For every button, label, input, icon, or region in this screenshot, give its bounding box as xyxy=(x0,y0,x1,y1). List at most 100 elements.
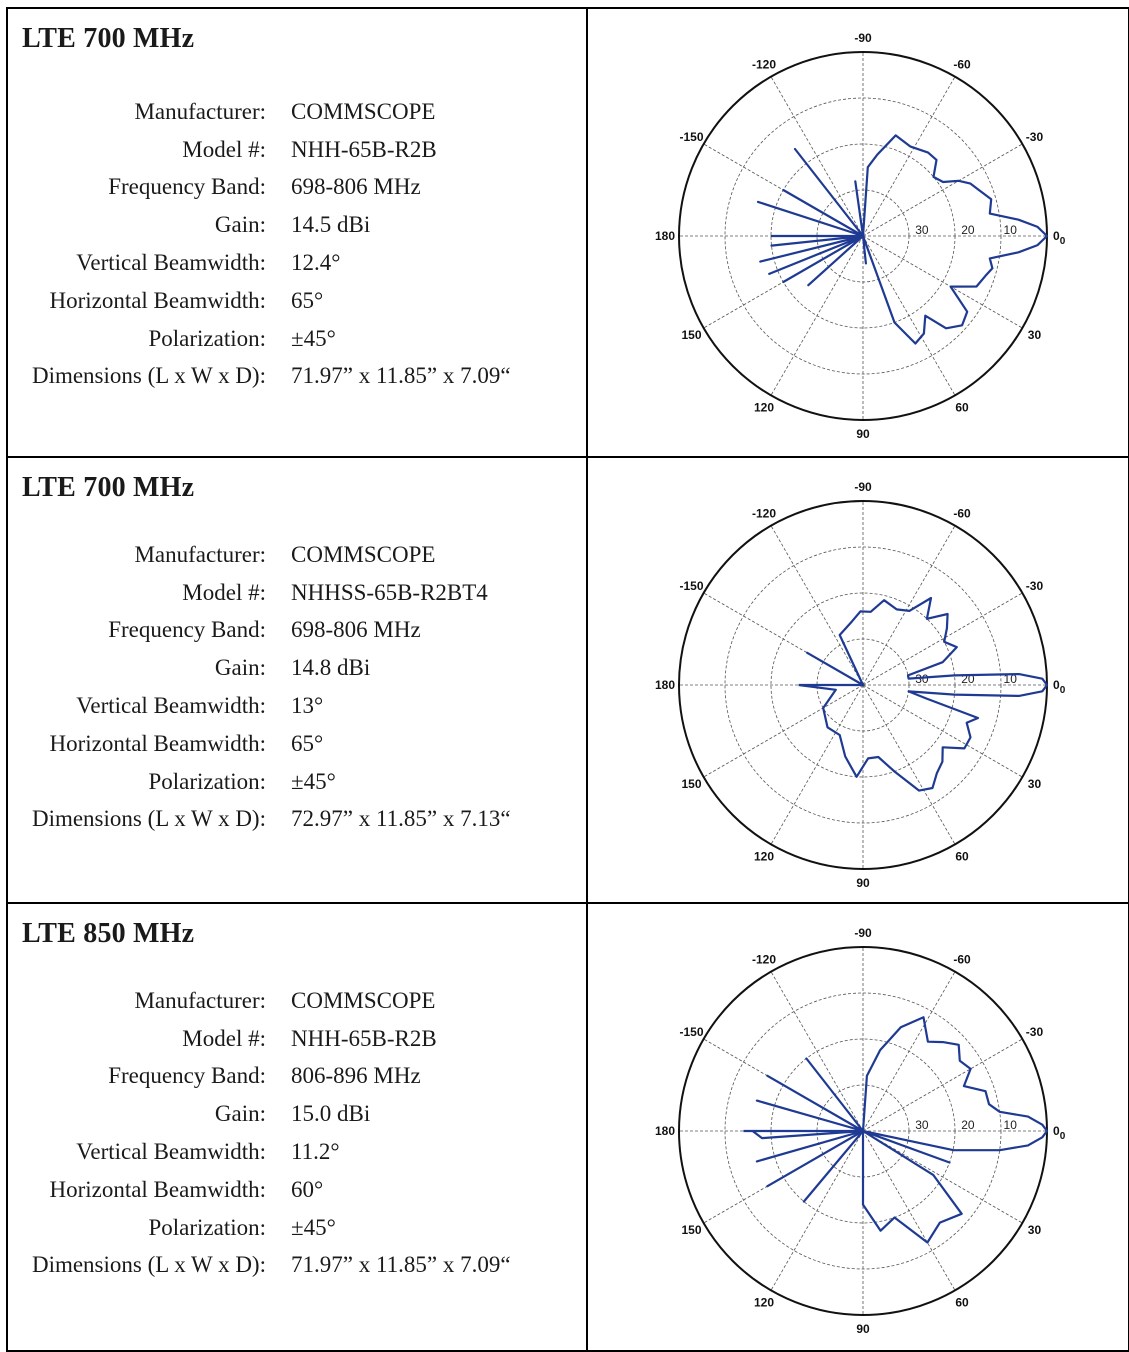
spec-value: 72.97” x 11.85” x 7.13“ xyxy=(291,806,511,832)
angle-label: -120 xyxy=(752,953,776,967)
spec-label: Gain: xyxy=(214,1101,266,1127)
grid-spoke xyxy=(862,1038,1023,1132)
angle-label: 180 xyxy=(655,229,675,243)
spec-value: 71.97” x 11.85” x 7.09“ xyxy=(291,1252,511,1278)
spec-label: Model #: xyxy=(182,579,266,605)
grid-spoke xyxy=(862,684,1023,778)
spec-value: NHH-65B-R2B xyxy=(291,1025,437,1051)
angle-label: 150 xyxy=(682,777,702,791)
spec-list: Manufacturer: COMMSCOPE Model #: NHH-65B-R… xyxy=(8,982,586,1284)
band-title: LTE 850 MHz xyxy=(22,918,195,949)
ring-label: 20 xyxy=(961,1118,975,1132)
spec-row-dimensions: Dimensions (L x W x D): 71.97” x 11.85” x… xyxy=(8,1247,586,1285)
spec-label: Dimensions (L x W x D): xyxy=(31,806,266,832)
antenna-info-cell: LTE 850 MHz Manufacturer: COMMSCOPE Model… xyxy=(6,902,588,1352)
angle-label: 60 xyxy=(955,849,969,863)
grid-spoke xyxy=(770,684,864,845)
angle-label: -90 xyxy=(854,926,872,940)
spec-row-horizontal-beamwidth: Horizontal Beamwidth: 60° xyxy=(8,1171,586,1209)
spec-label: Model #: xyxy=(182,1025,266,1051)
spec-value: 14.8 dBi xyxy=(291,655,371,681)
angle-label: 30 xyxy=(1028,328,1042,342)
spec-row-frequency-band: Frequency Band: 698-806 MHz xyxy=(8,612,586,650)
angle-label: -30 xyxy=(1026,579,1044,593)
spec-value: 14.5 dBi xyxy=(291,212,371,238)
spec-row-gain: Gain: 14.5 dBi xyxy=(8,206,586,244)
band-title: LTE 700 MHz xyxy=(22,23,195,54)
angle-label: -90 xyxy=(854,31,872,45)
spec-label: Polarization: xyxy=(148,768,266,794)
spec-label: Manufacturer: xyxy=(134,541,266,567)
spec-row-polarization: Polarization: ±45° xyxy=(8,763,586,801)
angle-label: 60 xyxy=(955,1295,969,1309)
spec-row-model: Model #: NHH-65B-R2B xyxy=(8,131,586,169)
angle-label-subscript: 0 xyxy=(1060,1131,1066,1142)
spec-row-horizontal-beamwidth: Horizontal Beamwidth: 65° xyxy=(8,282,586,320)
grid-spoke xyxy=(862,525,956,686)
antenna-spec-table: LTE 700 MHz Manufacturer: COMMSCOPE Model… xyxy=(6,7,1129,1352)
angle-label: -90 xyxy=(854,480,872,494)
spec-label: Horizontal Beamwidth: xyxy=(49,730,266,756)
spec-label: Vertical Beamwidth: xyxy=(76,1139,266,1165)
ring-label: 30 xyxy=(915,223,929,237)
antenna-info: LTE 700 MHz Manufacturer: COMMSCOPE Model… xyxy=(8,9,586,456)
spec-row-model: Model #: NHHSS-65B-R2BT4 xyxy=(8,574,586,612)
spec-label: Vertical Beamwidth: xyxy=(76,250,266,276)
angle-label: 180 xyxy=(655,1124,675,1138)
grid-spoke xyxy=(862,1130,956,1291)
angle-label: -120 xyxy=(752,58,776,72)
spec-row-model: Model #: NHH-65B-R2B xyxy=(8,1020,586,1058)
grid-spoke xyxy=(770,525,864,686)
antenna-row: LTE 700 MHz Manufacturer: COMMSCOPE Model… xyxy=(6,456,1129,904)
spec-value: NHHSS-65B-R2BT4 xyxy=(291,579,488,605)
angle-label: -30 xyxy=(1026,130,1044,144)
spec-value: 65° xyxy=(291,287,324,313)
spec-label: Manufacturer: xyxy=(134,987,266,1013)
spec-value: COMMSCOPE xyxy=(291,98,436,124)
angle-label: 60 xyxy=(955,400,969,414)
grid-spoke xyxy=(770,235,864,396)
angle-label: -150 xyxy=(680,130,704,144)
angle-label: -60 xyxy=(953,507,971,521)
grid-spoke xyxy=(770,76,864,237)
spec-value: COMMSCOPE xyxy=(291,987,436,1013)
spec-row-manufacturer: Manufacturer: COMMSCOPE xyxy=(8,536,586,574)
antenna-info-cell: LTE 700 MHz Manufacturer: COMMSCOPE Model… xyxy=(6,456,588,904)
spec-row-polarization: Polarization: ±45° xyxy=(8,320,586,358)
spec-row-manufacturer: Manufacturer: COMMSCOPE xyxy=(8,982,586,1020)
antenna-info: LTE 700 MHz Manufacturer: COMMSCOPE Model… xyxy=(8,458,586,902)
spec-label: Gain: xyxy=(214,212,266,238)
spec-value: 65° xyxy=(291,730,324,756)
spec-value: ±45° xyxy=(291,1214,336,1240)
angle-label: 00 xyxy=(1053,1124,1066,1142)
angle-label-subscript: 0 xyxy=(1060,236,1066,247)
antenna-info-cell: LTE 700 MHz Manufacturer: COMMSCOPE Model… xyxy=(6,7,588,458)
spec-row-manufacturer: Manufacturer: COMMSCOPE xyxy=(8,93,586,131)
spec-row-dimensions: Dimensions (L x W x D): 71.97” x 11.85” x… xyxy=(8,358,586,396)
angle-label: -150 xyxy=(680,579,704,593)
grid-spoke xyxy=(862,971,956,1132)
spec-row-gain: Gain: 15.0 dBi xyxy=(8,1095,586,1133)
grid-spoke xyxy=(703,684,864,778)
grid-spoke xyxy=(862,684,956,845)
angle-label: 30 xyxy=(1028,777,1042,791)
spec-row-dimensions: Dimensions (L x W x D): 72.97” x 11.85” x… xyxy=(8,801,586,839)
spec-row-vertical-beamwidth: Vertical Beamwidth: 12.4° xyxy=(8,244,586,282)
spec-list: Manufacturer: COMMSCOPE Model #: NHH-65B-R… xyxy=(8,93,586,395)
radiation-pattern-line xyxy=(798,596,1049,792)
angle-label: -120 xyxy=(752,507,776,521)
antenna-row: LTE 700 MHz Manufacturer: COMMSCOPE Model… xyxy=(6,7,1129,458)
angle-label: -60 xyxy=(953,58,971,72)
spec-list: Manufacturer: COMMSCOPE Model #: NHHSS-65B… xyxy=(8,536,586,838)
radiation-pattern-cell: 30 20 10 -90 -60 -30 00 30 60 90 120 150 180 -150 -120 xyxy=(586,456,1129,904)
spec-row-vertical-beamwidth: Vertical Beamwidth: 13° xyxy=(8,687,586,725)
ring-label: 10 xyxy=(1004,223,1018,237)
band-title: LTE 700 MHz xyxy=(22,472,195,503)
spec-value: 11.2° xyxy=(291,1139,340,1165)
spec-row-vertical-beamwidth: Vertical Beamwidth: 11.2° xyxy=(8,1133,586,1171)
spec-value: 15.0 dBi xyxy=(291,1101,371,1127)
angle-label: 90 xyxy=(856,427,870,441)
spec-value: 71.97” x 11.85” x 7.09“ xyxy=(291,363,511,389)
